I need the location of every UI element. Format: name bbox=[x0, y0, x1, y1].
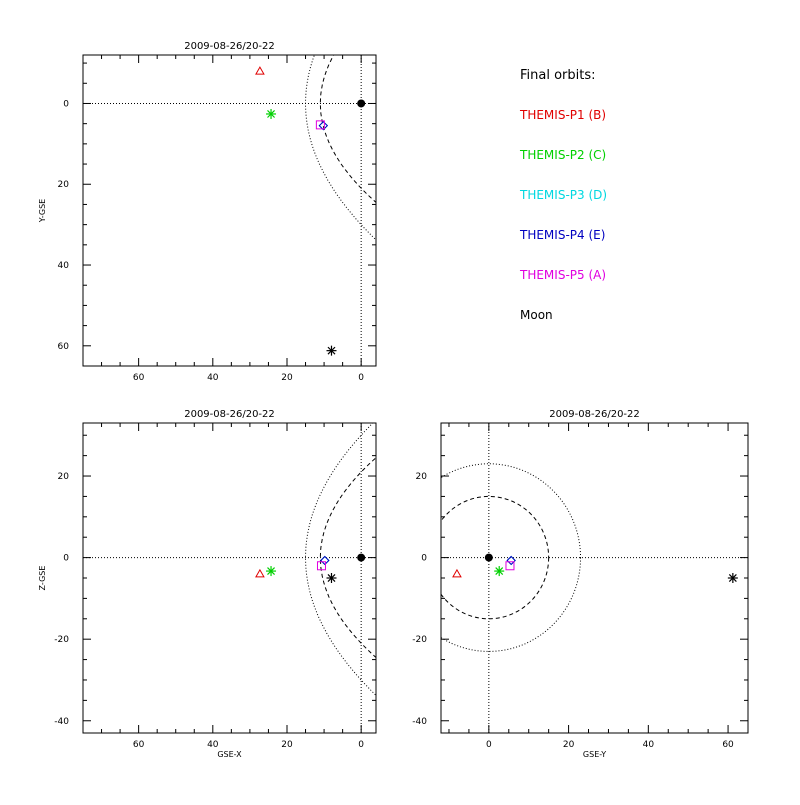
point-themis-p5-a bbox=[315, 120, 325, 130]
x-tick-label: 40 bbox=[643, 740, 655, 750]
panel-title: 2009-08-26/20-22 bbox=[184, 409, 275, 420]
legend-entry-p1: THEMIS-P1 (B) bbox=[520, 108, 607, 122]
point-themis-p5-a bbox=[316, 561, 326, 571]
x-tick-label: 20 bbox=[281, 373, 293, 383]
panel-title: 2009-08-26/20-22 bbox=[549, 409, 640, 420]
point-themis-p1-b bbox=[255, 568, 265, 578]
legend-entry-p4: THEMIS-P4 (E) bbox=[520, 228, 606, 242]
y-tick-label: -20 bbox=[54, 635, 69, 645]
legend-entry-p3: THEMIS-P3 (D) bbox=[520, 188, 608, 202]
panel-title: 2009-08-26/20-22 bbox=[184, 41, 275, 52]
point-themis-p4-e bbox=[506, 555, 516, 566]
point-themis-p2-c bbox=[494, 566, 505, 577]
y-tick-label: -40 bbox=[54, 717, 69, 727]
x-tick-label: 40 bbox=[207, 740, 219, 750]
panel-2: 60 40 20 0 20 0 -20 -40 2009-08-26/20-22 GSE-X Z-G… bbox=[38, 409, 377, 759]
x-axis-label: GSE-Y bbox=[583, 750, 606, 759]
legend-entry-p5: THEMIS-P5 (A) bbox=[520, 268, 607, 282]
point-moon bbox=[727, 573, 738, 583]
y-axis-label: Z-GSE bbox=[38, 566, 47, 591]
legend-heading: Final orbits: bbox=[520, 68, 596, 83]
legend-entry-p2: THEMIS-P2 (C) bbox=[520, 148, 607, 162]
point-moon bbox=[326, 345, 337, 356]
x-tick-label: 0 bbox=[358, 373, 364, 383]
axes-frame bbox=[440, 422, 749, 734]
legend-entry-moon: Moon bbox=[520, 308, 553, 322]
x-tick-label: 60 bbox=[722, 740, 734, 750]
point-themis-p4-e bbox=[318, 120, 329, 131]
magnetopause-circle bbox=[441, 495, 550, 620]
x-tick-label: 0 bbox=[486, 740, 492, 750]
y-tick-label: -40 bbox=[412, 717, 427, 727]
x-tick-label: 40 bbox=[207, 373, 219, 383]
y-tick-label: 60 bbox=[58, 342, 70, 352]
plot-area bbox=[83, 55, 376, 366]
point-themis-p2-c bbox=[266, 108, 277, 119]
bow-shock-circle bbox=[441, 463, 582, 652]
y-tick-label: 20 bbox=[58, 180, 70, 190]
magnetopause-curve bbox=[319, 55, 376, 204]
y-axis-label: Y-GSE bbox=[38, 199, 47, 223]
point-themis-p3-d bbox=[320, 555, 330, 566]
point-themis-p1-b bbox=[452, 568, 462, 578]
plot-area bbox=[83, 423, 376, 733]
x-tick-label: 20 bbox=[563, 740, 575, 750]
y-tick-label: 20 bbox=[416, 472, 428, 482]
axes-frame bbox=[82, 54, 377, 367]
bow-shock-curve bbox=[305, 55, 376, 241]
earth-marker bbox=[357, 99, 366, 108]
y-tick-label: 20 bbox=[58, 472, 70, 482]
point-themis-p1-b bbox=[255, 66, 265, 75]
y-tick-label: 0 bbox=[63, 99, 69, 109]
point-themis-p2-c bbox=[266, 566, 277, 577]
point-moon bbox=[326, 573, 337, 583]
plot-area bbox=[441, 423, 748, 733]
y-tick-label: 40 bbox=[58, 261, 70, 271]
earth-marker bbox=[484, 553, 493, 562]
y-tick-label: 0 bbox=[63, 554, 69, 564]
point-themis-p4-e bbox=[320, 555, 330, 566]
x-tick-label: 20 bbox=[281, 740, 293, 750]
panel-1: 60 40 20 0 0 20 40 60 2009-08-26/20-22 Y-GSE bbox=[38, 41, 377, 383]
x-tick-label: 0 bbox=[358, 740, 364, 750]
x-tick-label: 60 bbox=[133, 740, 145, 750]
y-tick-label: -20 bbox=[412, 635, 427, 645]
x-axis-label: GSE-X bbox=[217, 750, 242, 759]
earth-marker bbox=[357, 553, 366, 562]
point-themis-p5-a bbox=[505, 561, 515, 571]
x-tick-label: 60 bbox=[133, 373, 145, 383]
y-tick-label: 0 bbox=[421, 554, 427, 564]
